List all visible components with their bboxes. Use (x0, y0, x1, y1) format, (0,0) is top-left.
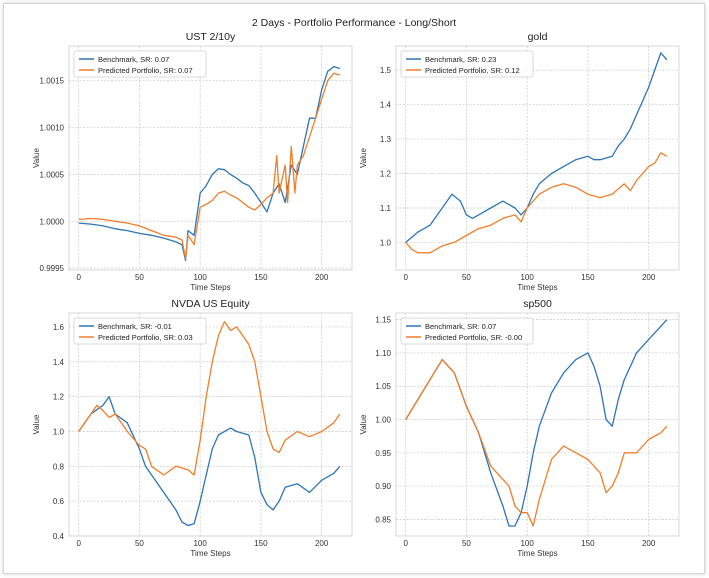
y-tick-label: 1.15 (375, 316, 391, 325)
y-tick-label: 1.0 (380, 238, 392, 247)
x-tick-label: 100 (193, 539, 207, 548)
y-tick-label: 0.85 (375, 515, 391, 524)
series-line-predicted (78, 321, 341, 476)
legend-box (400, 317, 534, 345)
legend: Benchmark, SR: 0.07 Predicted Portfolio, … (400, 317, 534, 345)
x-tick-label: 200 (642, 539, 656, 548)
legend: Benchmark, SR: -0.01 Predicted Portfolio,… (73, 317, 207, 345)
axes-frame (68, 45, 353, 271)
axes-title: NVDA US Equity (171, 298, 250, 310)
y-tick-label: 1.0015 (40, 77, 65, 86)
x-axis-label: Time Steps (190, 549, 230, 558)
y-tick-label: 0.9995 (40, 264, 65, 273)
y-tick-label: 1.6 (53, 323, 65, 332)
x-tick-label: 100 (520, 539, 534, 548)
legend-box (73, 317, 207, 345)
y-tick-label: 1.0 (53, 427, 65, 436)
y-tick-label: 0.95 (375, 449, 391, 458)
y-axis-label: Value (32, 148, 41, 168)
y-axis-label: Value (32, 414, 41, 434)
legend-entry: Predicted Portfolio, SR: 0.03 (98, 333, 193, 342)
y-tick-label: 1.2 (380, 170, 392, 179)
y-tick-label: 1.10 (375, 349, 391, 358)
axes-frame (395, 45, 680, 271)
y-tick-label: 1.05 (375, 382, 391, 391)
legend-entry: Predicted Portfolio, SR: 0.07 (98, 66, 193, 75)
y-axis-label: Value (359, 414, 368, 434)
x-tick-label: 200 (315, 539, 329, 548)
legend-entry: Benchmark, SR: 0.07 (98, 55, 169, 64)
x-tick-label: 50 (462, 273, 471, 282)
y-tick-label: 1.5 (380, 66, 392, 75)
x-axis-label: Time Steps (190, 283, 230, 292)
figure-suptitle: 2 Days - Portfolio Performance - Long/Sh… (252, 17, 456, 29)
x-tick-label: 0 (76, 539, 81, 548)
axes-frame (395, 312, 680, 537)
x-tick-label: 100 (520, 273, 534, 282)
axes-title: sp500 (523, 298, 552, 310)
chart-panel-4: 0 50 100 150 200 0.85 0.90 0.95 1.00 1.05 1.10 1.15… (359, 298, 680, 558)
x-tick-label: 100 (193, 273, 207, 282)
legend-entry: Predicted Portfolio, SR: -0.00 (425, 333, 522, 342)
series-line-predicted (405, 152, 668, 254)
x-tick-label: 50 (135, 539, 144, 548)
x-tick-label: 200 (642, 273, 656, 282)
legend-entry: Benchmark, SR: 0.07 (425, 322, 496, 331)
series-line-benchmark (405, 52, 668, 243)
y-tick-label: 0.4 (53, 532, 65, 541)
x-tick-label: 150 (254, 539, 268, 548)
chart-panel-2: 0 50 100 150 200 1.0 1.1 1.2 1.3 1.4 1.5 gold Time S… (359, 31, 680, 292)
y-tick-label: 1.00 (375, 416, 391, 425)
series-line-predicted (78, 72, 341, 260)
x-tick-label: 150 (254, 273, 268, 282)
y-tick-label: 1.3 (380, 135, 392, 144)
legend-box (73, 50, 207, 78)
y-axis-label: Value (359, 148, 368, 168)
y-tick-label: 1.1 (380, 204, 392, 213)
y-tick-label: 0.6 (53, 497, 65, 506)
chart-panel-1: 0 50 100 150 200 0.9995 1.0000 1.0005 1.0010 1.00… (32, 31, 353, 292)
y-tick-label: 1.4 (380, 101, 392, 110)
x-tick-label: 200 (315, 273, 329, 282)
axes-title: gold (528, 31, 548, 43)
x-axis-label: Time Steps (517, 549, 557, 558)
y-tick-label: 1.0005 (40, 170, 65, 179)
chart-panel-3: 0 50 100 150 200 0.4 0.6 0.8 1.0 1.2 1.4 1.6 NVDA US… (32, 298, 353, 558)
y-tick-label: 1.0010 (40, 124, 65, 133)
x-tick-label: 50 (135, 273, 144, 282)
legend-entry: Benchmark, SR: -0.01 (98, 322, 172, 331)
series-line-benchmark (78, 395, 341, 527)
x-tick-label: 0 (76, 273, 81, 282)
figure-frame: 2 Days - Portfolio Performance - Long/Sh… (3, 3, 705, 574)
legend-box (400, 50, 534, 78)
y-tick-label: 0.90 (375, 482, 391, 491)
x-axis-label: Time Steps (517, 283, 557, 292)
axes-frame (68, 312, 353, 537)
y-tick-label: 1.0000 (40, 217, 65, 226)
x-tick-label: 0 (403, 273, 408, 282)
y-tick-label: 1.2 (53, 393, 65, 402)
series-line-predicted (405, 358, 668, 527)
y-tick-label: 0.8 (53, 462, 65, 471)
x-tick-label: 150 (581, 273, 595, 282)
axes-title: UST 2/10y (186, 31, 236, 43)
legend: Benchmark, SR: 0.23 Predicted Portfolio, … (400, 50, 534, 78)
x-tick-label: 50 (462, 539, 471, 548)
series-line-benchmark (78, 65, 341, 262)
x-tick-label: 0 (403, 539, 408, 548)
legend-entry: Predicted Portfolio, SR: 0.12 (425, 66, 520, 75)
legend: Benchmark, SR: 0.07 Predicted Portfolio, … (73, 50, 207, 78)
series-line-benchmark (405, 319, 668, 527)
y-tick-label: 1.4 (53, 358, 65, 367)
legend-entry: Benchmark, SR: 0.23 (425, 55, 496, 64)
x-tick-label: 150 (581, 539, 595, 548)
figure-canvas: 2 Days - Portfolio Performance - Long/Sh… (32, 17, 680, 558)
